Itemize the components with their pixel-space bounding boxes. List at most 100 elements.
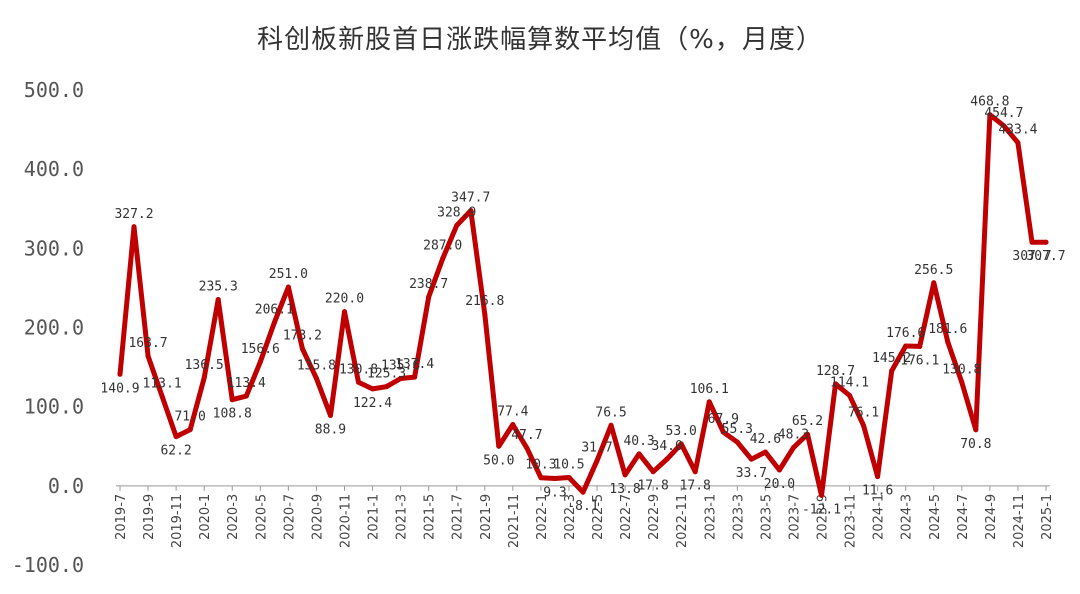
data-label: 70.8: [960, 437, 991, 452]
data-label: 17.8: [680, 479, 711, 494]
data-label: -12.1: [802, 502, 841, 517]
data-point: [341, 309, 347, 315]
x-axis: 2019-7 2019-9 2019-11 2020-1 2020-3 2020-5 202…: [114, 485, 1055, 548]
data-point: [117, 371, 123, 377]
data-point: [833, 381, 839, 387]
data-point: [678, 441, 684, 447]
data-point: [804, 431, 810, 437]
data-label: 88.9: [315, 422, 346, 437]
data-label: 106.1: [690, 382, 729, 397]
data-label: 468.8: [970, 95, 1009, 110]
data-label: 130.8: [339, 362, 378, 377]
data-point: [257, 359, 263, 365]
x-tick-label: 2021-7: [451, 494, 466, 540]
data-label: 130.8: [942, 362, 981, 377]
x-tick-label: 2020-9: [310, 494, 325, 540]
data-label: 40.3: [623, 434, 654, 449]
data-point: [468, 208, 474, 214]
data-point: [945, 339, 951, 345]
data-point: [215, 297, 221, 303]
data-point: [454, 222, 460, 228]
data-point: [861, 423, 867, 429]
x-tick-label: 2023-1: [703, 494, 718, 540]
data-label: 327.2: [114, 207, 153, 222]
data-label: 433.4: [998, 123, 1037, 138]
data-point: [889, 368, 895, 374]
data-point: [496, 443, 502, 449]
data-label: 128.7: [816, 364, 855, 379]
data-point: [313, 375, 319, 381]
data-label: 55.3: [722, 422, 753, 437]
data-label: 251.0: [269, 267, 308, 282]
x-tick-label: 2022-11: [675, 494, 690, 548]
data-point: [959, 379, 965, 385]
data-point: [875, 474, 881, 480]
data-label: 122.4: [353, 396, 392, 411]
data-label: 113.4: [227, 376, 266, 391]
data-point: [370, 386, 376, 392]
data-point: [762, 449, 768, 455]
data-label: 307.7: [1026, 249, 1065, 264]
data-label: 17.8: [637, 479, 668, 494]
data-label: 113.1: [143, 376, 182, 391]
x-tick-label: 2022-7: [619, 494, 634, 540]
data-label: 135.6: [381, 358, 420, 373]
x-tick-label: 2023-3: [731, 494, 746, 540]
data-label: 62.2: [160, 444, 191, 459]
x-tick-label: 2020-11: [338, 494, 353, 548]
data-label: 67.9: [708, 412, 739, 427]
data-point: [510, 422, 516, 428]
data-point: [622, 472, 628, 478]
data-point: [299, 346, 305, 352]
data-point: [973, 427, 979, 433]
data-label: 136.5: [185, 358, 224, 373]
data-point: [327, 412, 333, 418]
y-axis: -100.0 0.0 100.0 200.0 300.0 400.0 500.0: [12, 78, 84, 577]
data-label: 34.0: [652, 439, 683, 454]
y-tick-label: -100.0: [12, 553, 84, 577]
x-tick-label: 2019-7: [114, 494, 129, 540]
x-tick-label: 2020-5: [254, 494, 269, 540]
x-tick-label: 2022-1: [535, 494, 550, 540]
x-tick-label: 2021-11: [507, 494, 522, 548]
x-tick-label: 2022-5: [591, 494, 606, 540]
data-label: 47.7: [511, 428, 542, 443]
data-point: [201, 375, 207, 381]
x-tick-label: 2023-5: [759, 494, 774, 540]
data-label: 206.1: [255, 303, 294, 318]
x-tick-label: 2023-7: [787, 494, 802, 540]
data-label: 216.8: [465, 294, 504, 309]
data-point: [145, 353, 151, 359]
data-label: 31.7: [581, 441, 612, 456]
x-tick-label: 2020-3: [226, 494, 241, 540]
data-point: [384, 384, 390, 390]
x-tick-label: 2024-5: [928, 494, 943, 540]
data-point: [412, 374, 418, 380]
data-point: [931, 280, 937, 286]
data-label: 145.2: [872, 351, 911, 366]
data-point: [917, 343, 923, 349]
data-label: 181.6: [928, 322, 967, 337]
data-label: 135.8: [297, 358, 336, 373]
data-point: [1015, 140, 1021, 146]
x-tick-label: 2024-1: [872, 494, 887, 540]
data-label: -8.1: [567, 499, 598, 514]
data-point: [524, 445, 530, 451]
data-label: 42.6: [750, 432, 781, 447]
x-tick-label: 2019-11: [170, 494, 185, 548]
data-point: [594, 458, 600, 464]
x-tick-label: 2025-1: [1040, 494, 1055, 540]
data-label: 137.4: [395, 357, 434, 372]
data-point: [664, 456, 670, 462]
data-point: [440, 256, 446, 262]
y-tick-label: 200.0: [24, 316, 84, 340]
data-label: 287.0: [423, 239, 462, 254]
data-point: [580, 489, 586, 495]
data-label: 238.7: [409, 277, 448, 292]
data-label: 176.6: [886, 326, 925, 341]
data-point: [720, 429, 726, 435]
data-point: [1001, 123, 1007, 129]
data-label: 307.7: [1012, 249, 1051, 264]
data-label: 156.6: [241, 342, 280, 357]
